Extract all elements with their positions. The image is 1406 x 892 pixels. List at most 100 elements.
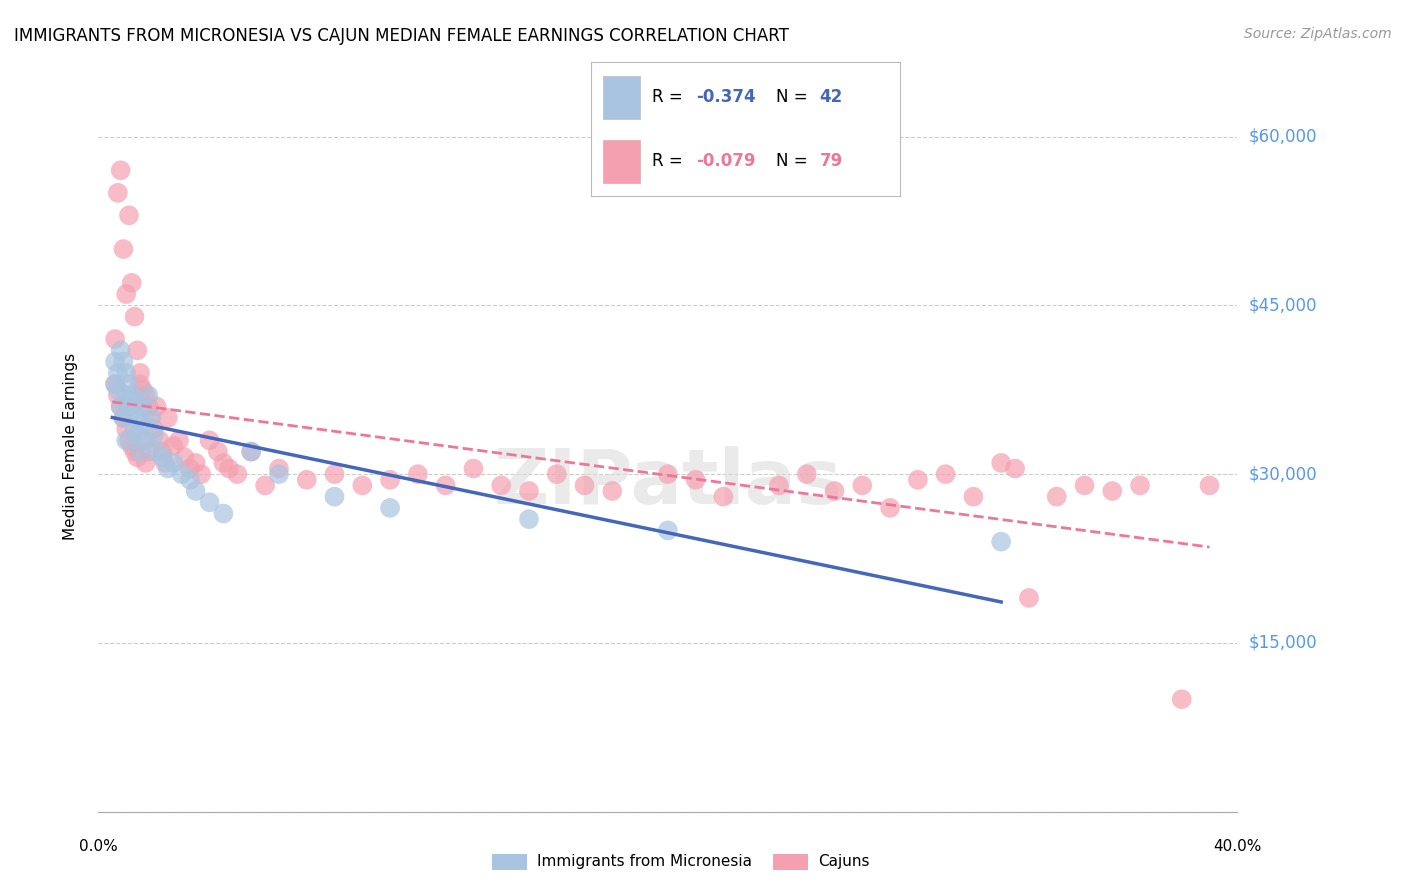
- Point: [141, 410, 163, 425]
- Point: [1004, 461, 1026, 475]
- Point: [254, 478, 277, 492]
- Point: [198, 495, 221, 509]
- Point: [112, 410, 135, 425]
- Text: 42: 42: [820, 88, 842, 106]
- Point: [323, 490, 346, 504]
- Point: [129, 377, 152, 392]
- Point: [1073, 478, 1095, 492]
- Text: $15,000: $15,000: [1249, 634, 1317, 652]
- Point: [156, 410, 179, 425]
- Point: [135, 434, 157, 448]
- Point: [517, 483, 540, 498]
- Point: [378, 473, 401, 487]
- Point: [135, 388, 157, 402]
- Text: 0.0%: 0.0%: [79, 839, 118, 855]
- Point: [115, 366, 138, 380]
- Point: [115, 287, 138, 301]
- Point: [115, 434, 138, 448]
- Point: [115, 388, 138, 402]
- Point: [207, 444, 229, 458]
- Point: [184, 456, 207, 470]
- Point: [118, 208, 141, 222]
- Point: [240, 444, 263, 458]
- Point: [600, 483, 623, 498]
- Point: [118, 377, 141, 392]
- Text: 40.0%: 40.0%: [1213, 839, 1261, 855]
- Point: [824, 483, 846, 498]
- Text: Source: ZipAtlas.com: Source: ZipAtlas.com: [1244, 27, 1392, 41]
- Point: [150, 444, 173, 458]
- Point: [907, 473, 929, 487]
- Point: [121, 388, 143, 402]
- Point: [406, 467, 429, 482]
- Point: [121, 405, 143, 419]
- Point: [546, 467, 568, 482]
- Point: [107, 186, 129, 200]
- Point: [218, 461, 240, 475]
- Point: [132, 434, 155, 448]
- Point: [295, 473, 318, 487]
- Point: [851, 478, 873, 492]
- Text: N =: N =: [776, 88, 813, 106]
- Point: [115, 422, 138, 436]
- Point: [138, 444, 160, 458]
- Point: [1129, 478, 1152, 492]
- Text: R =: R =: [652, 88, 689, 106]
- Point: [121, 439, 143, 453]
- Point: [184, 483, 207, 498]
- Point: [267, 461, 290, 475]
- Point: [124, 444, 146, 458]
- Point: [796, 467, 818, 482]
- Point: [129, 366, 152, 380]
- Point: [1046, 490, 1069, 504]
- Point: [145, 444, 167, 458]
- Point: [104, 354, 127, 368]
- Text: $45,000: $45,000: [1249, 296, 1317, 314]
- Text: Cajuns: Cajuns: [818, 855, 870, 869]
- Text: IMMIGRANTS FROM MICRONESIA VS CAJUN MEDIAN FEMALE EARNINGS CORRELATION CHART: IMMIGRANTS FROM MICRONESIA VS CAJUN MEDI…: [14, 27, 789, 45]
- Point: [768, 478, 790, 492]
- Point: [135, 456, 157, 470]
- Point: [127, 343, 149, 358]
- Point: [121, 276, 143, 290]
- Point: [107, 388, 129, 402]
- Point: [990, 534, 1012, 549]
- Point: [240, 444, 263, 458]
- Point: [129, 444, 152, 458]
- Text: 79: 79: [820, 153, 842, 170]
- Point: [574, 478, 596, 492]
- Point: [129, 400, 152, 414]
- Point: [352, 478, 374, 492]
- Point: [267, 467, 290, 482]
- Point: [1018, 591, 1040, 605]
- Point: [156, 461, 179, 475]
- Point: [112, 242, 135, 256]
- Point: [434, 478, 457, 492]
- Point: [127, 427, 149, 442]
- Bar: [603, 76, 640, 119]
- Point: [190, 467, 212, 482]
- Point: [162, 439, 184, 453]
- Point: [138, 400, 160, 414]
- Point: [179, 473, 201, 487]
- Point: [879, 500, 901, 515]
- Point: [463, 461, 485, 475]
- Point: [150, 450, 173, 465]
- Text: R =: R =: [652, 153, 689, 170]
- Point: [132, 417, 155, 431]
- Point: [124, 422, 146, 436]
- Point: [148, 434, 170, 448]
- Point: [124, 394, 146, 409]
- Point: [162, 456, 184, 470]
- Point: [104, 332, 127, 346]
- Text: $60,000: $60,000: [1249, 128, 1317, 145]
- Point: [198, 434, 221, 448]
- Point: [127, 410, 149, 425]
- Y-axis label: Median Female Earnings: Median Female Earnings: [63, 352, 77, 540]
- Point: [138, 388, 160, 402]
- Point: [226, 467, 249, 482]
- Text: -0.374: -0.374: [696, 88, 755, 106]
- Point: [167, 434, 190, 448]
- Point: [143, 427, 166, 442]
- Point: [127, 450, 149, 465]
